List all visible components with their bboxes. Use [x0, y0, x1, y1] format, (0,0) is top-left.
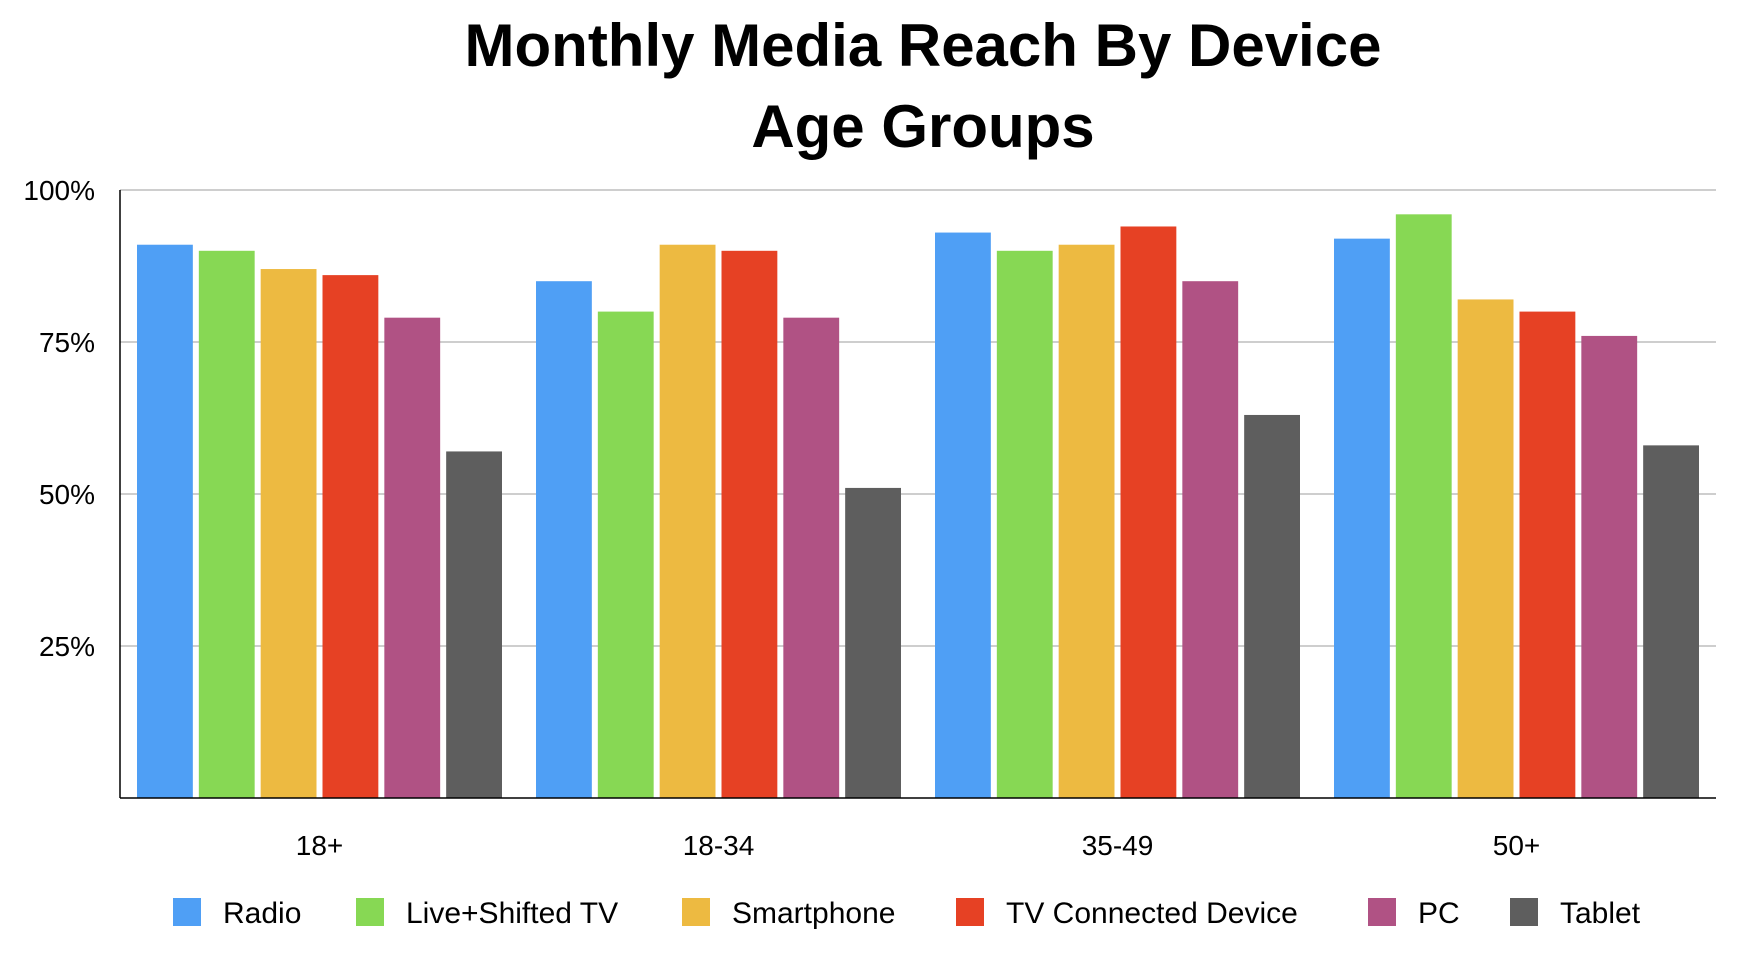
legend-swatch — [956, 898, 984, 926]
bar-live-shifted-tv-18-34 — [597, 311, 654, 798]
legend-item: Radio — [173, 897, 301, 930]
bar-live-shifted-tv-50+ — [1395, 214, 1452, 798]
bar-tv-connected-device-18+ — [322, 275, 379, 798]
x-tick-label: 18+ — [296, 830, 344, 861]
y-tick-label: 100% — [23, 175, 95, 206]
bar-pc-50+ — [1581, 335, 1638, 798]
bar-smartphone-35-49 — [1058, 244, 1115, 799]
legend-label: PC — [1418, 897, 1460, 930]
bar-radio-35-49 — [935, 232, 991, 798]
y-tick-label: 25% — [39, 631, 95, 662]
legend-swatch — [173, 898, 201, 926]
bar-radio-18-34 — [536, 281, 592, 798]
legend-item: PC — [1368, 897, 1460, 930]
y-tick-label: 50% — [39, 479, 95, 510]
bar-radio-50+ — [1334, 238, 1390, 798]
legend-item: TV Connected Device — [956, 897, 1298, 930]
bar-tv-connected-device-18-34 — [721, 250, 778, 799]
chart-title-line-1: Monthly Media Reach By Device — [465, 12, 1382, 79]
legend-label: Smartphone — [732, 897, 895, 930]
legend-swatch — [356, 898, 384, 926]
bar-tv-connected-device-50+ — [1519, 311, 1576, 798]
bar-smartphone-50+ — [1457, 299, 1514, 798]
legend-swatch — [1368, 898, 1396, 926]
bar-smartphone-18-34 — [659, 244, 716, 799]
bar-live-shifted-tv-35-49 — [996, 250, 1053, 799]
legend-label: Tablet — [1560, 897, 1641, 930]
legend-label: TV Connected Device — [1006, 897, 1298, 930]
legend-item: Live+Shifted TV — [356, 897, 618, 930]
legend-item: Smartphone — [682, 897, 895, 930]
legend-item: Tablet — [1510, 897, 1641, 930]
bar-tablet-18+ — [446, 451, 502, 798]
x-tick-label: 50+ — [1493, 830, 1541, 861]
legend-label: Live+Shifted TV — [406, 897, 618, 930]
bar-smartphone-18+ — [260, 269, 317, 798]
bar-live-shifted-tv-18+ — [198, 250, 255, 799]
bar-tablet-35-49 — [1244, 414, 1300, 798]
chart-title-line-2: Age Groups — [751, 93, 1094, 160]
legend-label: Radio — [223, 897, 301, 930]
bar-pc-18+ — [384, 317, 441, 798]
legend-swatch — [682, 898, 710, 926]
bar-pc-35-49 — [1182, 281, 1239, 798]
y-tick-label: 75% — [39, 327, 95, 358]
bar-radio-18+ — [137, 244, 193, 799]
legend-swatch — [1510, 898, 1538, 926]
x-tick-label: 35-49 — [1082, 830, 1154, 861]
bar-tablet-18-34 — [845, 487, 901, 798]
bar-pc-18-34 — [783, 317, 840, 798]
bar-tablet-50+ — [1643, 445, 1699, 798]
x-tick-label: 18-34 — [683, 830, 755, 861]
bar-tv-connected-device-35-49 — [1120, 226, 1177, 799]
